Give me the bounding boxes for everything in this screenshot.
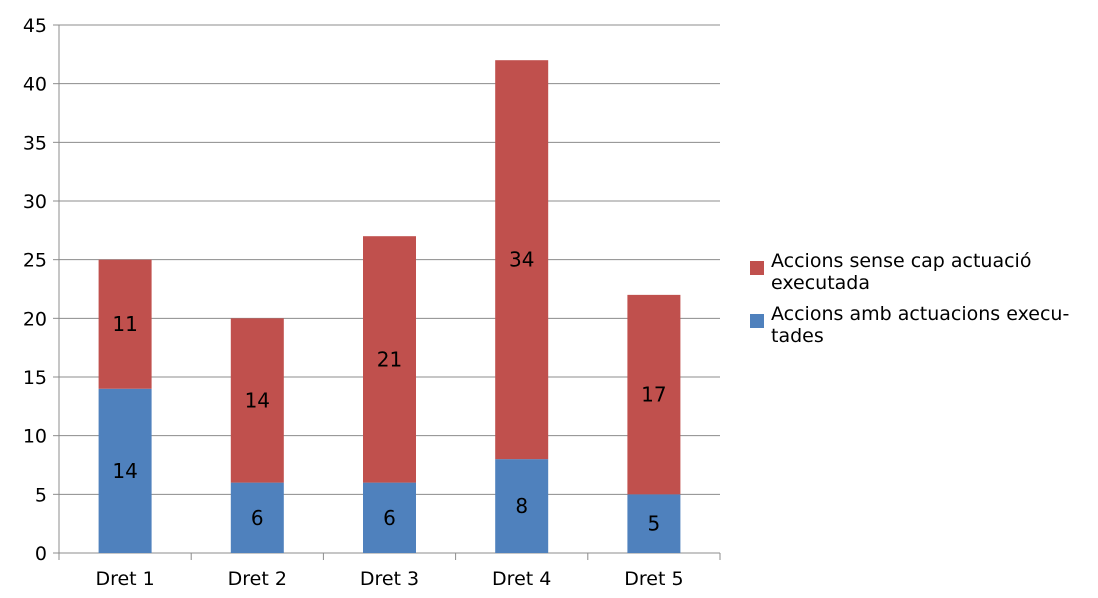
y-tick-label: 0	[35, 543, 47, 565]
y-tick-label: 30	[23, 191, 47, 213]
data-label: 14	[112, 459, 137, 483]
legend-label: Accions amb actuacions execu-tades	[771, 303, 1070, 347]
bar-segment	[627, 294, 681, 495]
data-label: 11	[112, 312, 137, 336]
bar-segment	[230, 482, 284, 553]
x-tick-label: Dret 4	[492, 568, 551, 590]
legend-swatch	[750, 314, 764, 328]
data-label: 17	[641, 383, 666, 407]
bar-segment	[98, 259, 152, 389]
x-tick-label: Dret 1	[95, 568, 154, 590]
bar-segment	[627, 494, 681, 553]
bar-segment	[363, 482, 416, 553]
y-tick-label: 15	[23, 367, 47, 389]
legend-item: Accions sense cap actuació executada	[750, 250, 1090, 294]
bar-segment	[495, 60, 549, 460]
legend-swatch	[750, 261, 764, 275]
y-tick-label: 40	[23, 74, 47, 96]
data-label: 34	[509, 248, 534, 272]
legend-item: Accions amb actuacions execu-tades	[750, 303, 1090, 347]
data-label: 6	[251, 506, 264, 530]
y-tick-label: 45	[23, 15, 47, 37]
data-label: 21	[377, 347, 402, 371]
x-tick-label: Dret 3	[360, 568, 419, 590]
y-tick-label: 10	[23, 426, 47, 448]
y-tick-label: 20	[23, 308, 47, 330]
bar-segment	[230, 318, 284, 483]
data-label: 8	[515, 494, 528, 518]
y-tick-label: 25	[23, 250, 47, 272]
data-label: 5	[648, 512, 661, 536]
data-label: 14	[245, 388, 270, 412]
x-tick-label: Dret 5	[624, 568, 683, 590]
legend-label: Accions sense cap actuació executada	[771, 250, 1032, 294]
bar-segment	[495, 459, 549, 553]
bar-segment	[98, 388, 152, 553]
bar-segment	[363, 236, 416, 483]
data-label: 6	[383, 506, 396, 530]
y-tick-label: 5	[35, 484, 47, 506]
x-tick-label: Dret 2	[228, 568, 287, 590]
y-tick-label: 35	[23, 132, 47, 154]
chart-legend: Accions sense cap actuació executada Acci…	[750, 250, 1090, 356]
